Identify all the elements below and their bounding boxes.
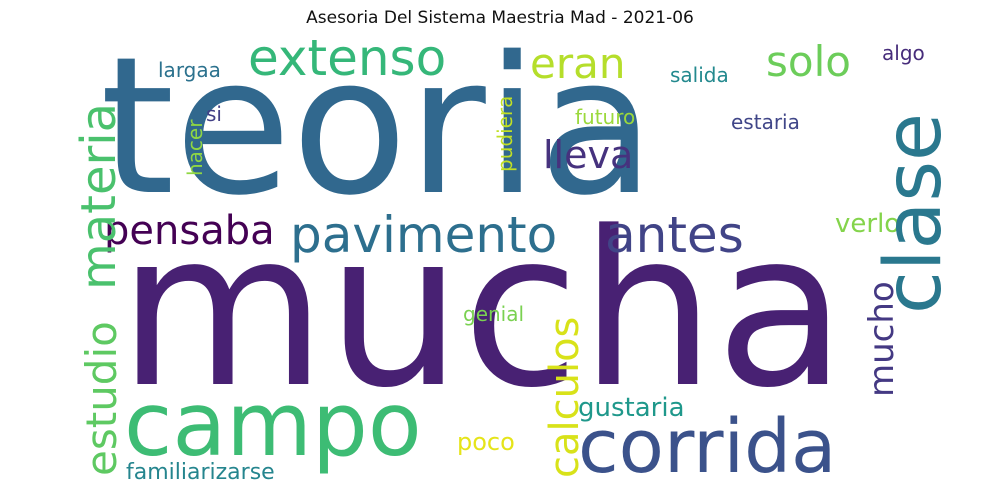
word-pudiera: pudiera xyxy=(493,96,517,172)
word-genial: genial xyxy=(463,302,524,326)
word-corrida: corrida xyxy=(578,404,836,490)
word-familiarizarse: familiarizarse xyxy=(126,460,275,485)
word-campo: campo xyxy=(124,373,422,476)
word-mucho: mucho xyxy=(862,281,902,397)
word-algo: algo xyxy=(882,41,925,65)
word-teoria: teoria xyxy=(100,16,655,237)
chart-title: Asesoria Del Sistema Maestria Mad - 2021… xyxy=(306,8,694,28)
word-verlo: verlo xyxy=(835,209,900,239)
word-si: si xyxy=(206,102,222,126)
word-antes: antes xyxy=(605,206,744,264)
word-clase: clase xyxy=(869,113,959,314)
word-hacer: hacer xyxy=(183,119,207,176)
word-poco: poco xyxy=(457,428,515,456)
word-lleva: lleva xyxy=(543,133,633,177)
word-calculos: calculos xyxy=(542,317,588,478)
word-solo: solo xyxy=(766,37,851,86)
word-pavimento: pavimento xyxy=(290,206,557,264)
word-estudio: estudio xyxy=(77,321,126,476)
word-materia: materia xyxy=(71,103,127,290)
word-largaa: largaa xyxy=(158,58,221,82)
word-extenso: extenso xyxy=(248,29,446,87)
word-salida: salida xyxy=(670,63,729,87)
word-pensaba: pensaba xyxy=(104,208,275,254)
word-eran: eran xyxy=(530,39,625,88)
word-gustaria: gustaria xyxy=(578,393,685,423)
word-mucha: mucha xyxy=(118,186,847,435)
word-futuro: futuro xyxy=(575,105,635,129)
word-estaria: estaria xyxy=(731,110,800,134)
